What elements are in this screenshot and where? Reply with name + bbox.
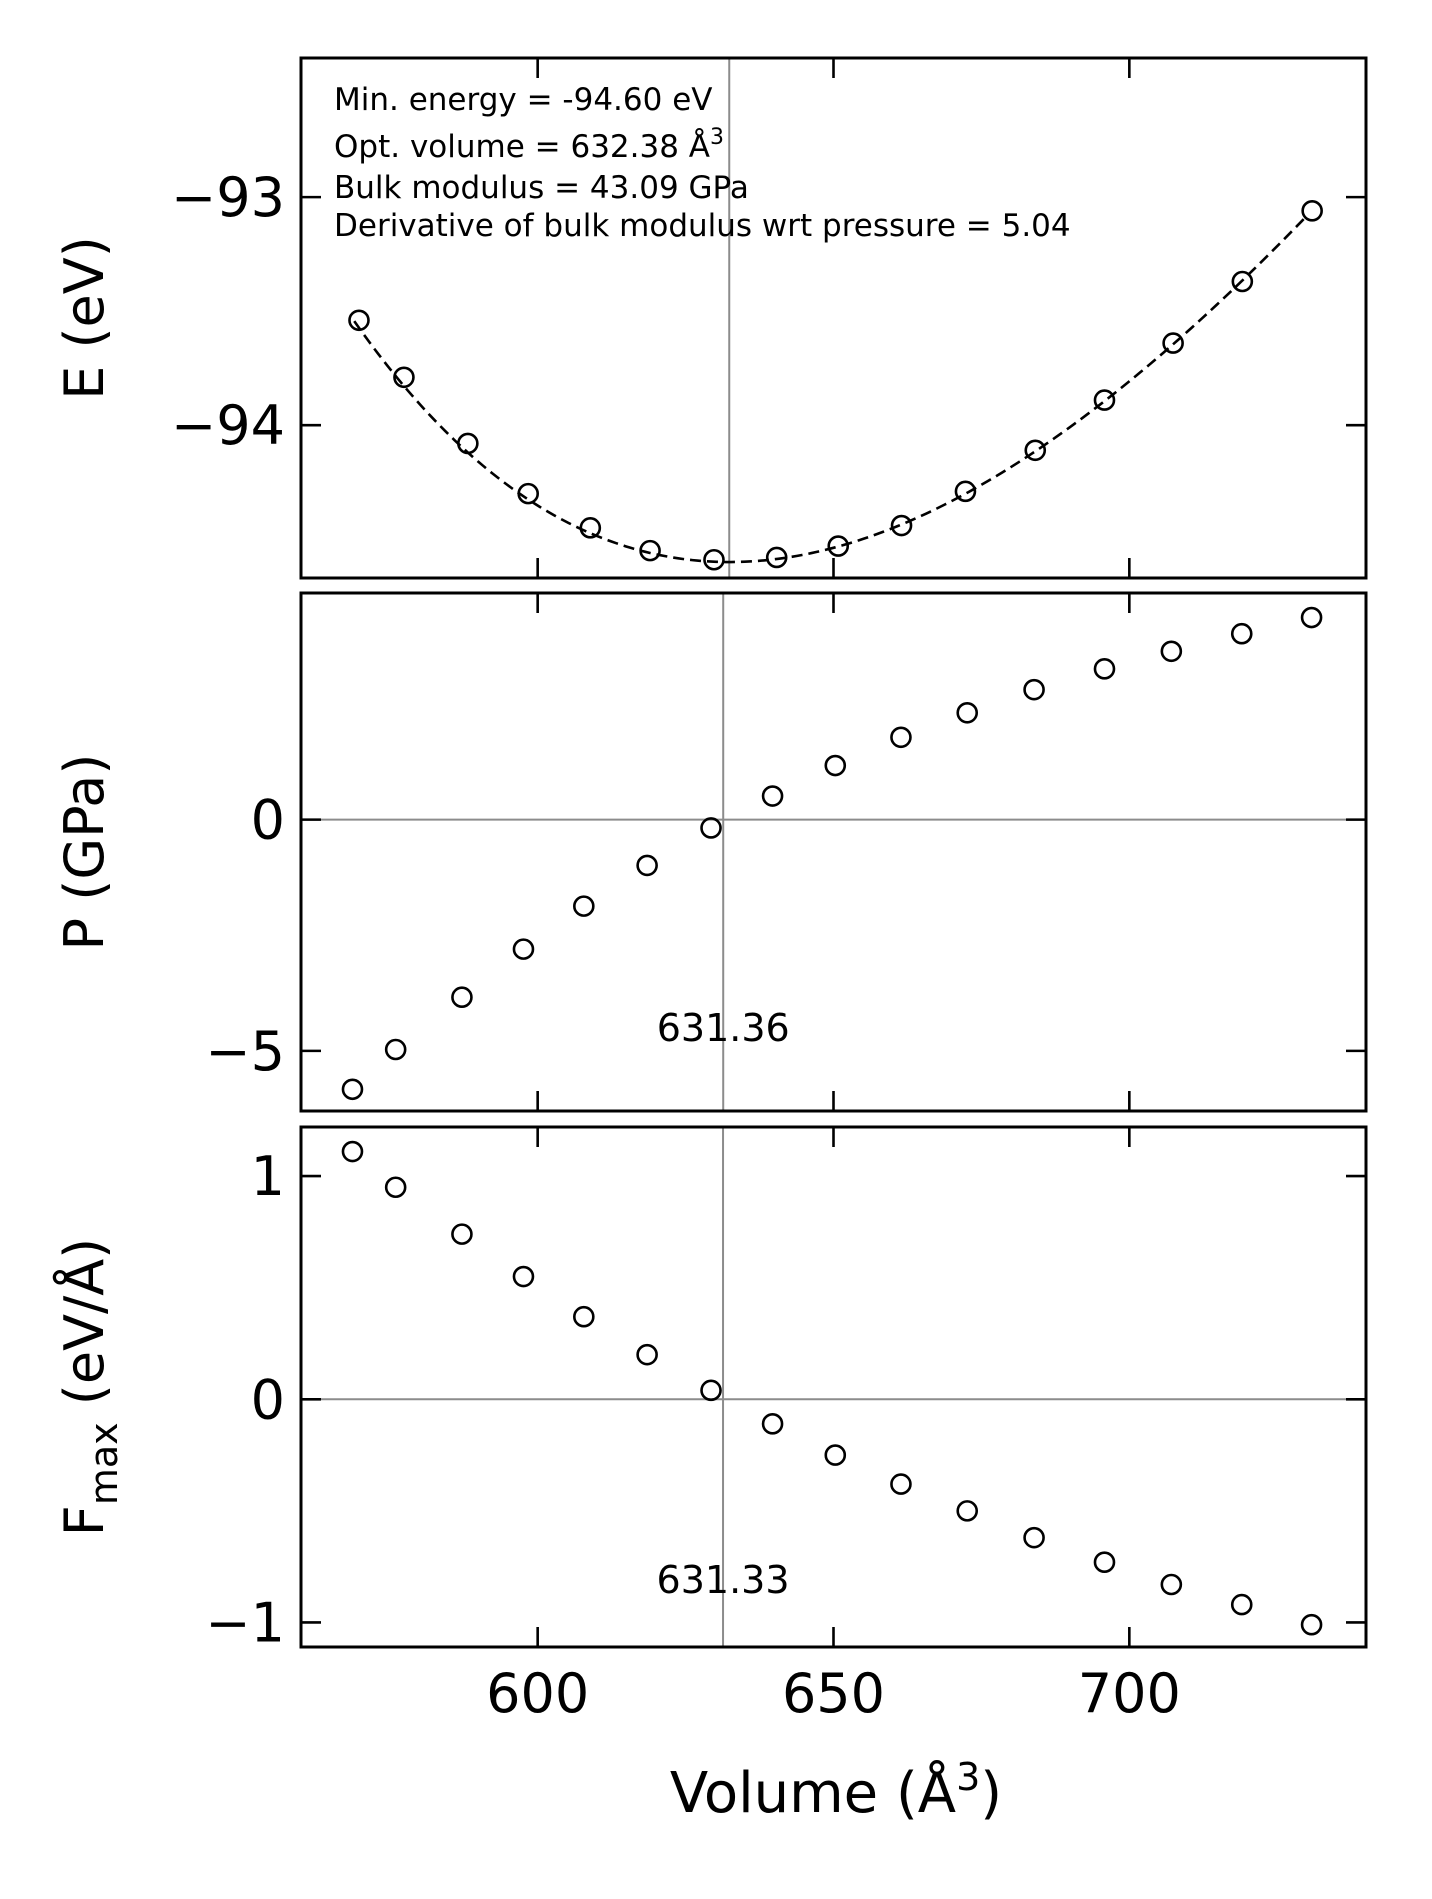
force-point (956, 1500, 979, 1522)
energy-point (1024, 439, 1047, 462)
energy-point (457, 432, 479, 455)
energy-fit-curve (353, 214, 1308, 564)
force-ytick-label: 1 (251, 1145, 285, 1208)
force-point (1023, 1526, 1045, 1549)
annotation-line: Derivative of bulk modulus wrt pressure … (334, 208, 1071, 244)
energy-ytick-label: −94 (171, 394, 285, 457)
force-point (636, 1343, 658, 1366)
pressure-ytick-label: −5 (205, 1020, 285, 1083)
energy-point (517, 482, 540, 505)
force-ytick-label: −1 (205, 1591, 285, 1654)
pressure-vline-label: 631.36 (657, 1006, 790, 1050)
annotation-line: Min. energy = -94.60 eV (334, 82, 712, 118)
pressure-point (451, 986, 473, 1009)
energy-point (765, 546, 788, 569)
energy-point (639, 539, 661, 562)
xtick-label: 600 (486, 1662, 589, 1725)
force-point (451, 1223, 473, 1245)
force-point (1160, 1573, 1183, 1596)
force-y-axis-label: Fmax (eV/Å) (52, 1238, 126, 1536)
energy-point (827, 535, 850, 557)
annotation-line: Opt. volume = 632.38 Å3 (334, 125, 724, 165)
energy-point (890, 514, 913, 537)
force-vline-label: 631.33 (657, 1558, 790, 1602)
force-point (1093, 1551, 1116, 1573)
axes-frames (299, 56, 1368, 1649)
force-point (761, 1413, 784, 1435)
pressure-point (761, 785, 784, 807)
xtick-label: 650 (782, 1662, 885, 1725)
energy-ytick-label: −93 (171, 166, 285, 229)
energy-y-axis-label: E (eV) (53, 236, 116, 400)
energy-point (1093, 389, 1116, 411)
pressure-axes-frame (299, 591, 1368, 1113)
pressure-point (512, 938, 535, 960)
force-point (890, 1473, 912, 1495)
pressure-ytick-label: 0 (251, 789, 285, 852)
xtick-label: 700 (1078, 1662, 1181, 1725)
force-point (1230, 1593, 1253, 1616)
pressure-point (636, 854, 658, 877)
energy-point (1231, 270, 1254, 293)
pressure-point (890, 726, 912, 749)
energy-point (1162, 332, 1184, 354)
pressure-point (1093, 658, 1116, 680)
data-layer (341, 200, 1323, 1636)
force-point (384, 1176, 407, 1199)
force-point (573, 1305, 595, 1328)
force-point (1300, 1613, 1323, 1636)
force-point (512, 1265, 535, 1288)
pressure-y-axis-label: P (GPa) (53, 754, 116, 951)
energy-point (393, 366, 415, 389)
energy-point (579, 517, 602, 539)
x-axis-label: Volume (Å3) (670, 1755, 1002, 1826)
force-point (700, 1379, 722, 1402)
energy-point (1301, 200, 1323, 222)
text-layer: −93 −94 E (eV) Min. energy = -94.60 eV Opt. … (52, 82, 1181, 1725)
pressure-point (573, 895, 595, 917)
annotation-line: Bulk modulus = 43.09 GPa (334, 170, 749, 206)
pressure-point (1160, 640, 1183, 663)
pressure-point (1300, 606, 1323, 629)
pressure-point (1023, 678, 1045, 701)
force-point (824, 1444, 847, 1466)
force-ytick-label: 0 (251, 1368, 285, 1431)
pressure-point (384, 1038, 407, 1061)
force-point (341, 1140, 364, 1163)
pressure-point (1230, 622, 1253, 645)
reference-lines (301, 58, 1366, 1647)
pressure-point (700, 817, 722, 839)
force-axes-frame (299, 1125, 1368, 1649)
pressure-point (824, 754, 847, 777)
pressure-point (341, 1078, 364, 1101)
pressure-point (956, 701, 979, 724)
energy-point (348, 309, 370, 332)
energy-point (954, 480, 977, 503)
energy-point (703, 548, 725, 571)
